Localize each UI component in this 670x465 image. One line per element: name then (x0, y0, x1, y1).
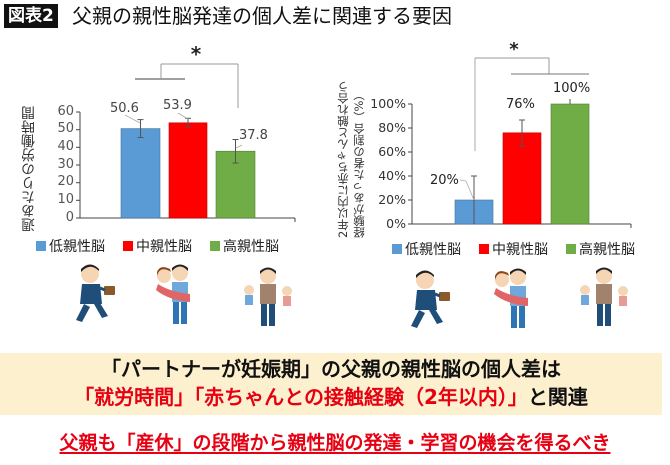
legend-swatch-high-r (566, 244, 576, 254)
bar-mid (168, 122, 208, 219)
legend-swatch-low (36, 241, 46, 251)
tick-20pct: 20% (378, 192, 406, 207)
tick-60pct: 60% (378, 144, 406, 159)
tick-80pct: 80% (378, 120, 406, 135)
legend-item-low-r: 低親性脳 (392, 239, 461, 259)
legend-label-high: 高親性脳 (223, 239, 279, 255)
left-label-low: 50.6 (110, 101, 139, 116)
father-holding-partner-illustration (156, 264, 190, 324)
father-playing-with-kids-illustration-right (580, 267, 628, 326)
father-holding-partner-illustration-right (494, 268, 528, 328)
summary-box (0, 353, 662, 415)
legend-item-mid: 中親性脳 (123, 236, 192, 256)
bar-low (120, 128, 161, 219)
legend-label-high-r: 高親性脳 (579, 242, 635, 258)
bar-high-pct (550, 103, 590, 225)
legend-label-low: 低親性脳 (49, 239, 105, 255)
left-significance-star: * (191, 42, 202, 66)
right-legend: 低親性脳 中親性脳 高親性脳 (392, 239, 635, 259)
legend-item-mid-r: 中親性脳 (479, 239, 548, 259)
tick-30: 30 (57, 157, 74, 172)
left-label-mid: 53.9 (163, 98, 192, 113)
busy-father-illustration-right (411, 270, 450, 328)
legend-label-mid-r: 中親性脳 (492, 242, 548, 258)
left-label-high: 37.8 (239, 128, 268, 143)
tick-10: 10 (57, 192, 74, 207)
summary-line1: 「パートナーが妊娠期」の父親の親性脳の個人差は (101, 357, 561, 381)
legend-swatch-mid (123, 241, 133, 251)
right-significance-star: * (509, 39, 519, 60)
legend-item-low: 低親性脳 (36, 236, 105, 256)
tick-20: 20 (57, 174, 74, 189)
legend-label-low-r: 低親性脳 (405, 242, 461, 258)
legend-swatch-mid-r (479, 244, 489, 254)
tick-0pct: 0% (386, 216, 406, 231)
left-chart: * (76, 42, 296, 222)
right-label-mid: 76% (506, 97, 535, 112)
tick-60: 60 (57, 104, 74, 119)
tick-40pct: 40% (378, 168, 406, 183)
bar-mid-pct (502, 132, 542, 225)
legend-swatch-high (210, 241, 220, 251)
right-chart: * (408, 39, 632, 228)
conclusion-text: 父親も「産休」の段階から親性脳の発達・学習の機会を得るべき (59, 432, 611, 454)
summary-line2: 「就労時間」「赤ちゃんとの接触経験（2年以内）」と関連 (0, 383, 662, 411)
tick-40: 40 (57, 139, 74, 154)
tick-50: 50 (57, 121, 74, 136)
tick-0: 0 (65, 210, 74, 225)
summary-highlight: 「就労時間」「赤ちゃんとの接触経験（2年以内）」 (74, 385, 528, 409)
right-label-high: 100% (553, 81, 591, 96)
legend-item-high: 高親性脳 (210, 236, 279, 256)
legend-label-mid: 中親性脳 (136, 239, 192, 255)
page-title: 父親の親性脳発達の個人差に関連する要因 (72, 4, 452, 28)
father-playing-with-kids-illustration (244, 267, 292, 326)
right-label-low: 20% (430, 173, 459, 188)
legend-item-high-r: 高親性脳 (566, 239, 635, 259)
busy-father-illustration (76, 264, 115, 322)
left-legend: 低親性脳 中親性脳 高親性脳 (36, 236, 279, 256)
tick-100pct: 100% (370, 96, 406, 111)
figure-badge: 図表2 (4, 4, 58, 28)
legend-swatch-low-r (392, 244, 402, 254)
summary-related: と関連 (527, 385, 588, 409)
